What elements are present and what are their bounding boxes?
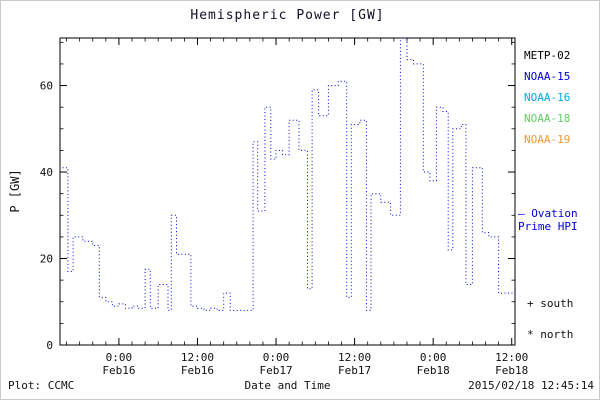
svg-text:12:00: 12:00 xyxy=(181,351,214,364)
svg-text:40: 40 xyxy=(40,166,53,179)
svg-text:Feb17: Feb17 xyxy=(338,364,371,377)
chart-title: Hemispheric Power [GW] xyxy=(190,8,385,23)
svg-text:0:00: 0:00 xyxy=(106,351,133,364)
svg-text:Feb16: Feb16 xyxy=(181,364,214,377)
svg-text:Feb18: Feb18 xyxy=(417,364,450,377)
svg-text:0:00: 0:00 xyxy=(263,351,290,364)
ovation-label-line2: Prime HPI xyxy=(518,220,578,233)
marker-legend-south: + south xyxy=(527,297,574,310)
ovation-label-line1: – Ovation xyxy=(518,207,578,220)
legend-item-noaa15: NOAA-15 xyxy=(524,70,571,83)
svg-text:12:00: 12:00 xyxy=(495,351,528,364)
marker-legend-north: * north xyxy=(527,328,574,341)
plot-credit: Plot: CCMC xyxy=(8,379,75,392)
svg-text:Feb16: Feb16 xyxy=(102,364,135,377)
x-axis-label: Date and Time xyxy=(244,379,331,392)
svg-text:20: 20 xyxy=(40,253,53,266)
satellite-legend: METP-02 NOAA-15 NOAA-16 NOAA-18 NOAA-19 xyxy=(524,45,570,150)
legend-item-noaa19: NOAA-19 xyxy=(524,133,571,146)
svg-text:0: 0 xyxy=(46,339,53,352)
svg-text:0:00: 0:00 xyxy=(420,351,447,364)
y-axis-label: P [GW] xyxy=(8,169,22,213)
svg-text:60: 60 xyxy=(40,80,53,93)
svg-text:Feb18: Feb18 xyxy=(495,364,528,377)
ovation-prime-hpi-label: – Ovation Prime HPI xyxy=(518,207,578,233)
svg-text:12:00: 12:00 xyxy=(338,351,371,364)
plot-timestamp: 2015/02/18 12:45:14 xyxy=(468,379,594,392)
legend-item-noaa18: NOAA-18 xyxy=(524,112,571,125)
legend-item-noaa16: NOAA-16 xyxy=(524,91,571,104)
legend-item-metp02: METP-02 xyxy=(524,49,571,62)
hpi-step-line xyxy=(62,37,514,311)
svg-text:Feb17: Feb17 xyxy=(259,364,292,377)
